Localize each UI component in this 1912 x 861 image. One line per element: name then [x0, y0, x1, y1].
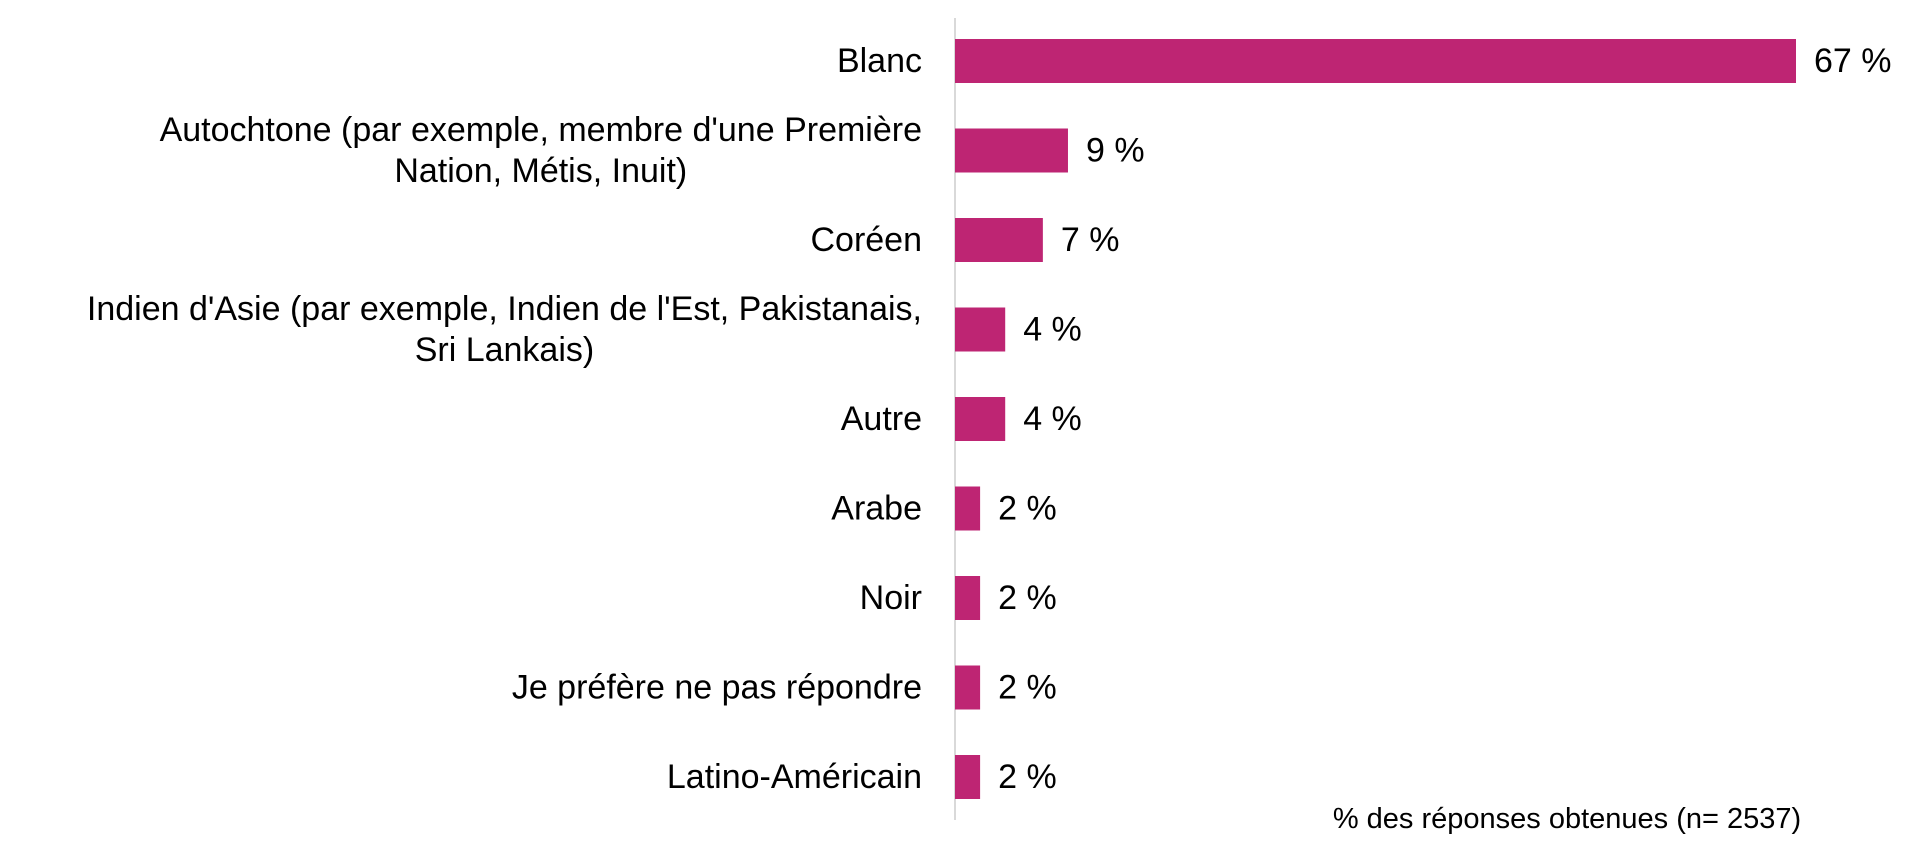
data-label-5: 2 % [998, 490, 1057, 528]
data-label-4: 4 % [1023, 400, 1082, 438]
category-label-7: Je préfère ne pas répondre [512, 669, 922, 707]
bar-0 [955, 39, 1796, 83]
x-axis-label: % des réponses obtenues (n= 2537) [1333, 803, 1801, 835]
data-label-3: 4 % [1023, 311, 1082, 349]
bar-6 [955, 576, 981, 620]
category-label-5: Arabe [831, 490, 922, 528]
bar-4 [955, 397, 1006, 441]
category-label-2: Coréen [810, 221, 922, 259]
data-label-6: 2 % [998, 579, 1057, 617]
data-label-8: 2 % [998, 758, 1057, 796]
data-label-7: 2 % [998, 669, 1057, 707]
data-label-2: 7 % [1061, 221, 1120, 259]
data-label-0: 67 % [1814, 42, 1892, 80]
data-label-1: 9 % [1086, 132, 1145, 170]
bar-8 [955, 755, 981, 799]
category-label-3-line-0: Indien d'Asie (par exemple, Indien de l'… [87, 290, 922, 328]
category-label-0: Blanc [837, 42, 922, 80]
category-label-8: Latino-Américain [667, 758, 922, 796]
bar-5 [955, 486, 981, 531]
category-label-4: Autre [841, 400, 922, 438]
category-label-1-line-1: Nation, Métis, Inuit) [394, 152, 687, 190]
bar-3 [955, 307, 1006, 352]
bar-7 [955, 665, 981, 710]
category-label-6: Noir [860, 579, 922, 617]
bar-1 [955, 128, 1068, 173]
category-label-1-line-0: Autochtone (par exemple, membre d'une Pr… [160, 111, 922, 149]
bar-2 [955, 218, 1043, 262]
category-label-3-line-1: Sri Lankais) [415, 331, 595, 369]
